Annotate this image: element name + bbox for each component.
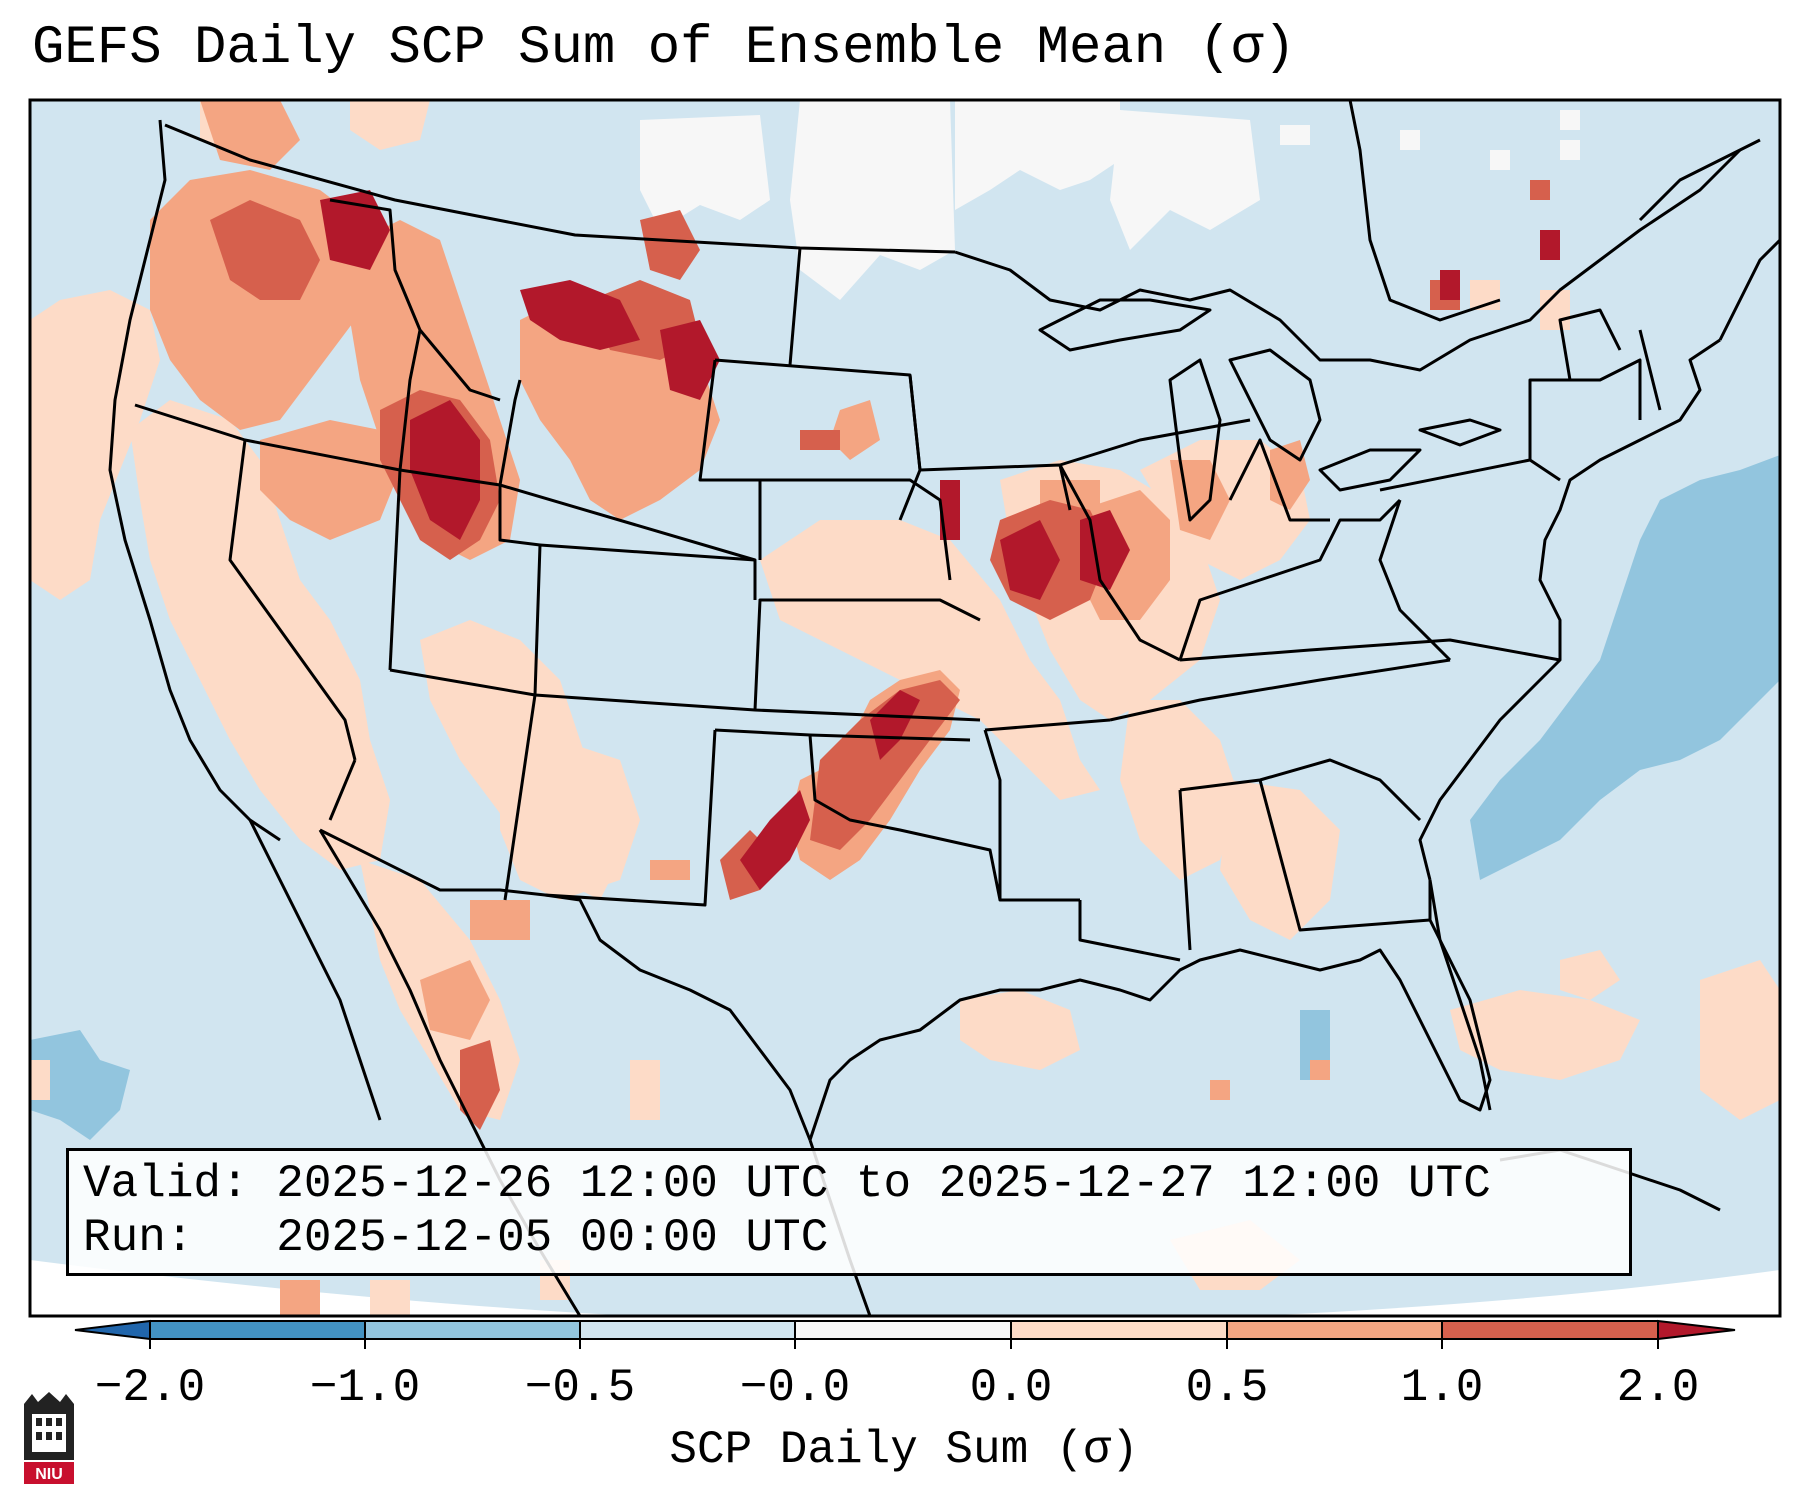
colorbar-extend-high <box>1657 1319 1736 1341</box>
colorbar-tick-label: 0.5 <box>1185 1362 1269 1414</box>
colorbar-tick-label: 1.0 <box>1400 1362 1484 1414</box>
dark-red-regions <box>320 190 1560 890</box>
colorbar-ticks <box>149 1339 1659 1349</box>
colorbar-tick-label: 0.0 <box>969 1362 1053 1414</box>
run-line: Run: 2025-12-05 00:00 UTC <box>83 1212 829 1264</box>
borders <box>108 100 1780 1316</box>
colorbar-bin-6 <box>1226 1320 1443 1340</box>
colorbar <box>74 1319 1736 1349</box>
colorbar-tick-label: −0.5 <box>524 1362 636 1414</box>
colorbar-bin-7 <box>1441 1320 1659 1340</box>
niu-logo: NIU <box>24 1392 74 1484</box>
logo-text: NIU <box>35 1466 63 1483</box>
colorbar-tick-label: −2.0 <box>94 1362 206 1414</box>
colorbar-bin-2 <box>364 1320 581 1340</box>
valid-time-box: Valid: 2025-12-26 12:00 UTC to 2025-12-2… <box>66 1148 1632 1276</box>
colorbar-tick-label: −0.0 <box>739 1362 851 1414</box>
colorbar-bin-4 <box>794 1320 1012 1340</box>
colorbar-extend-low <box>74 1319 151 1341</box>
valid-line: Valid: 2025-12-26 12:00 UTC to 2025-12-2… <box>83 1158 1491 1210</box>
colorbar-bin-5 <box>1010 1320 1228 1340</box>
colorbar-bin-3 <box>579 1320 796 1340</box>
map-frame <box>28 98 1782 1318</box>
figure-title: GEFS Daily SCP Sum of Ensemble Mean (σ) <box>32 18 1296 79</box>
colorbar-tick-label: −1.0 <box>309 1362 421 1414</box>
colorbar-tick-label: 2.0 <box>1616 1362 1700 1414</box>
projection-edge <box>30 1260 1780 1316</box>
colorbar-bin-1 <box>149 1320 366 1340</box>
colorbar-label: SCP Daily Sum (σ) <box>669 1424 1139 1476</box>
